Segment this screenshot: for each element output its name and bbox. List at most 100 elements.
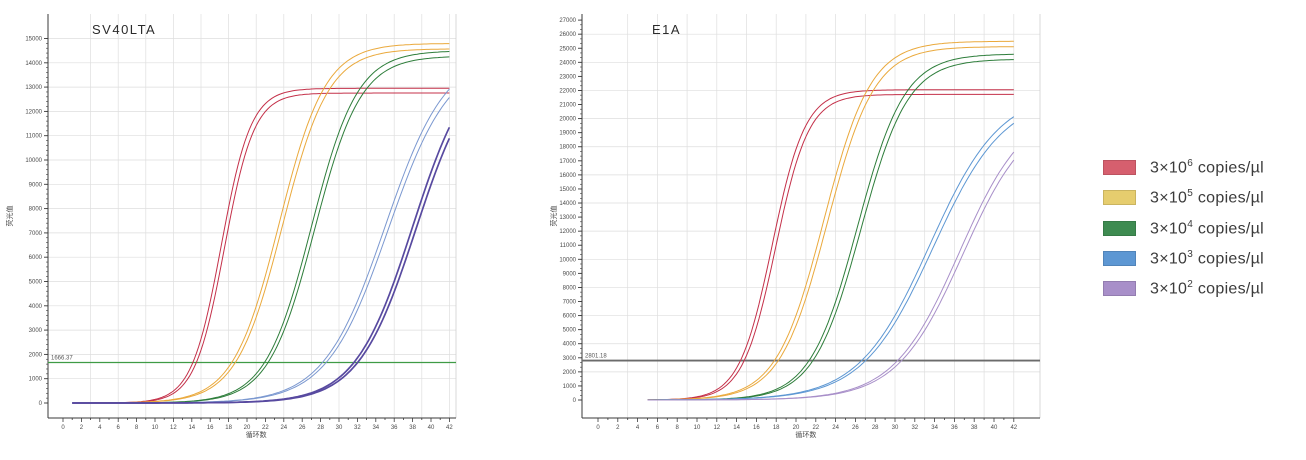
y-tick-label: 27000 (559, 18, 576, 24)
x-tick-label: 36 (951, 425, 958, 431)
y-tick-label: 26000 (559, 32, 576, 38)
x-axis-label: 循环数 (795, 430, 816, 439)
x-tick-label: 12 (713, 425, 720, 431)
y-tick-label: 9000 (563, 271, 577, 277)
x-tick-label: 28 (872, 425, 879, 431)
y-tick-label: 19000 (559, 131, 576, 137)
y-tick-label: 0 (39, 401, 43, 407)
chart-e1a: 0100020003000400050006000700080009000100… (549, 14, 1041, 439)
legend-item: 3×104 copies/µl (1103, 219, 1264, 238)
series-line (72, 137, 451, 404)
legend: 3×106 copies/µl 3×105 copies/µl 3×104 copi… (1103, 158, 1264, 299)
x-tick-label: 2 (80, 425, 84, 431)
y-tick-label: 14000 (559, 201, 576, 207)
threshold-line: 1666.37 (48, 356, 456, 364)
y-tick-label: 15000 (559, 187, 576, 193)
plot-area: 0100020003000400050006000700080009000100… (549, 14, 1041, 439)
x-tick-label: 10 (152, 425, 159, 431)
y-tick-label: 9000 (29, 182, 43, 188)
y-tick-label: 1000 (563, 384, 577, 390)
y-tick-label: 3000 (563, 356, 577, 362)
legend-swatch-icon (1103, 281, 1136, 297)
y-tick-label: 18000 (559, 145, 576, 151)
y-tick-label: 2000 (563, 370, 577, 376)
x-tick-label: 0 (61, 425, 65, 431)
y-tick-label: 2000 (29, 352, 43, 358)
y-tick-label: 6000 (563, 314, 577, 320)
y-tick-label: 23000 (559, 74, 576, 80)
x-axis-ticks: 0 2 4 6 8 10 12 14 16 18 20 22 24 26 28 30 32 34 36 38 40 42 (61, 418, 453, 431)
x-tick-label: 20 (793, 425, 800, 431)
series-line (72, 92, 450, 404)
series-3-10-2-copies--l (647, 151, 1015, 401)
series-line (72, 51, 450, 404)
x-tick-label: 22 (262, 425, 269, 431)
x-tick-label: 10 (694, 425, 701, 431)
series-3-10-6-copies--l (647, 89, 1014, 401)
x-tick-label: 0 (596, 425, 600, 431)
legend-label: 3×102 copies/µl (1150, 279, 1265, 298)
x-tick-label: 42 (446, 425, 453, 431)
y-tick-label: 17000 (559, 159, 576, 165)
legend-swatch-icon (1103, 160, 1136, 176)
legend-swatch-icon (1103, 190, 1136, 206)
series-line (647, 40, 1014, 401)
x-tick-label: 18 (773, 425, 780, 431)
x-tick-label: 40 (428, 425, 435, 431)
legend-item: 3×106 copies/µl (1103, 158, 1264, 177)
series-3-10-2-copies--l (72, 126, 451, 404)
x-tick-label: 26 (852, 425, 859, 431)
legend-swatch-icon (1103, 251, 1136, 267)
series-line (647, 53, 1014, 401)
series-line (72, 88, 450, 404)
x-tick-label: 6 (117, 425, 121, 431)
series-line (72, 48, 450, 404)
series-line (72, 97, 450, 404)
y-tick-label: 1000 (29, 377, 43, 383)
y-tick-label: 7000 (563, 300, 577, 306)
x-tick-label: 38 (971, 425, 978, 431)
x-tick-label: 24 (832, 425, 839, 431)
x-axis-label: 循环数 (246, 430, 267, 439)
y-tick-label: 21000 (559, 103, 576, 109)
y-tick-label: 10000 (25, 158, 42, 164)
legend-swatch-icon (1103, 220, 1136, 236)
y-tick-label: 12000 (559, 229, 576, 235)
axes (47, 14, 456, 419)
y-tick-label: 4000 (563, 342, 577, 348)
y-tick-label: 10000 (559, 257, 576, 263)
x-tick-label: 20 (244, 425, 251, 431)
series-line (72, 43, 450, 404)
legend-item: 3×105 copies/µl (1103, 188, 1264, 207)
chart-sv40lta: 0100020003000400050006000700080009000100… (5, 14, 457, 439)
legend-item: 3×102 copies/µl (1103, 279, 1264, 298)
y-tick-label: 5000 (29, 280, 43, 286)
series-line (647, 151, 1015, 401)
y-tick-label: 8000 (29, 207, 43, 213)
x-tick-label: 16 (207, 425, 214, 431)
x-tick-label: 14 (188, 425, 195, 431)
x-tick-label: 30 (892, 425, 899, 431)
series-line (647, 46, 1014, 401)
x-tick-label: 34 (372, 425, 379, 431)
series-3-10-4-copies--l (72, 51, 450, 404)
x-tick-label: 22 (812, 425, 819, 431)
legend-label: 3×105 copies/µl (1150, 188, 1265, 207)
x-tick-label: 26 (299, 425, 306, 431)
gridlines (582, 14, 1041, 418)
x-tick-label: 18 (225, 425, 232, 431)
x-tick-label: 14 (733, 425, 740, 431)
series-3-10-3-copies--l (647, 116, 1015, 401)
y-tick-label: 25000 (559, 46, 576, 52)
y-axis-label: 荧光值 (549, 206, 558, 227)
threshold-label: 1666.37 (51, 356, 73, 362)
series-line (72, 126, 451, 404)
series-line (647, 122, 1015, 401)
y-tick-label: 5000 (563, 328, 577, 334)
x-tick-label: 8 (676, 425, 680, 431)
series-line (647, 159, 1015, 401)
y-tick-label: 22000 (559, 88, 576, 94)
x-tick-label: 16 (753, 425, 760, 431)
x-tick-label: 42 (1010, 425, 1017, 431)
